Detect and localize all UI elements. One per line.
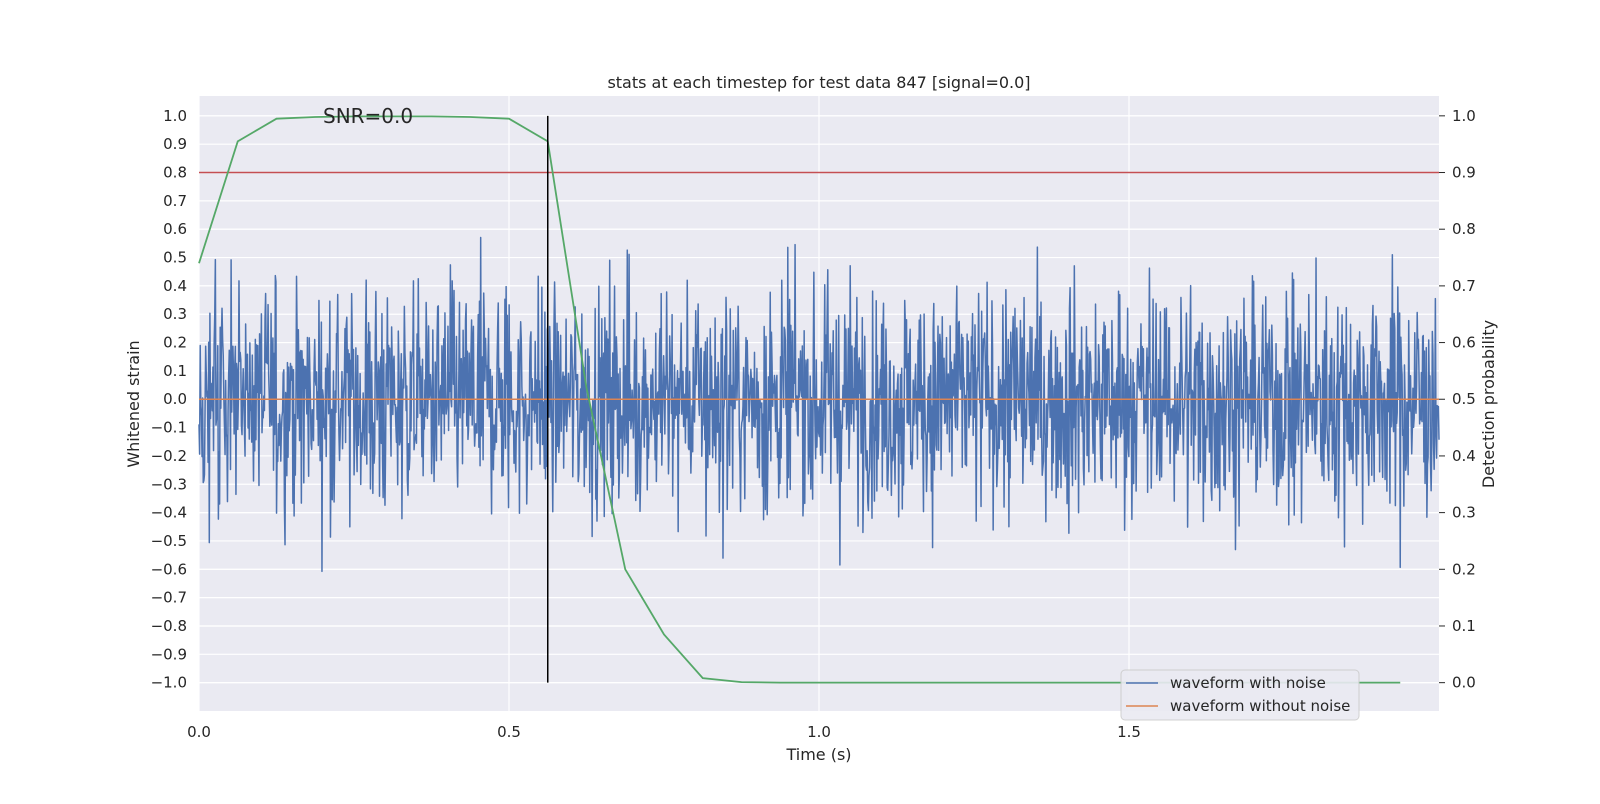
y-right-tick-label: 0.1 (1452, 617, 1476, 635)
y-right-tick-label: 0.4 (1452, 447, 1476, 465)
y-right-tick-label: 0.3 (1452, 504, 1476, 522)
y-left-tick-label: −0.6 (151, 560, 187, 578)
snr-annotation: SNR=0.0 (323, 104, 413, 128)
legend-label-waveform-with-noise: waveform with noise (1170, 674, 1326, 692)
x-tick-label: 0.5 (497, 723, 521, 741)
y-left-tick-label: −0.2 (151, 447, 187, 465)
y-left-tick-label: 0.4 (163, 277, 187, 295)
y-right-tick-label: 0.6 (1452, 334, 1476, 352)
y-left-tick-label: −0.3 (151, 475, 187, 493)
legend-box (1120, 669, 1360, 721)
y-left-tick-label: −0.9 (151, 645, 187, 663)
y-left-tick-label: 0.0 (163, 390, 187, 408)
y-right-tick-label: 0.0 (1452, 674, 1476, 692)
y-left-tick-label: 0.3 (163, 305, 187, 323)
chart-title: stats at each timestep for test data 847… (607, 73, 1030, 92)
y-left-tick-label: 0.1 (163, 362, 187, 380)
y-left-tick-label: −0.7 (151, 589, 187, 607)
y-left-tick-label: 0.8 (163, 164, 187, 182)
y-left-tick-label: 0.2 (163, 334, 187, 352)
y-left-tick-label: −1.0 (151, 674, 187, 692)
y-left-tick-label: 0.5 (163, 249, 187, 267)
x-axis-label: Time (s) (785, 745, 851, 764)
y-right-tick-label: 0.2 (1452, 560, 1476, 578)
data-layer (198, 115, 1440, 684)
x-tick-label: 0.0 (187, 723, 211, 741)
y-axis-right-label: Detection probability (1479, 320, 1498, 488)
y-left-tick-label: −0.1 (151, 419, 187, 437)
y-right-tick-label: 0.5 (1452, 390, 1476, 408)
y-left-tick-label: −0.8 (151, 617, 187, 635)
y-right-tick-label: 0.7 (1452, 277, 1476, 295)
y-right-tick-label: 0.9 (1452, 164, 1476, 182)
ticks: 0.0 0.5 1.0 1.5 1.0 0.9 0.8 0.7 0.6 0.5 0.4 0.3 0.2 0… (151, 107, 1476, 741)
legend-label-waveform-without-noise: waveform without noise (1170, 697, 1350, 715)
y-left-tick-label: −0.5 (151, 532, 187, 550)
y-left-tick-label: −0.4 (151, 504, 187, 522)
y-left-tick-label: 0.7 (163, 192, 187, 210)
series-detection-probability (198, 115, 1401, 684)
y-left-tick-label: 0.6 (163, 220, 187, 238)
y-left-tick-label: 0.9 (163, 135, 187, 153)
y-left-tick-label: 1.0 (163, 107, 187, 125)
y-right-tick-label: 0.8 (1452, 220, 1476, 238)
legend: waveform with noise waveform without noi… (1120, 669, 1360, 721)
y-right-tick-label: 1.0 (1452, 107, 1476, 125)
x-tick-label: 1.5 (1117, 723, 1141, 741)
y-axis-left-label: Whitened strain (124, 340, 143, 467)
series-waveform-with-noise (198, 236, 1440, 573)
x-tick-label: 1.0 (807, 723, 831, 741)
